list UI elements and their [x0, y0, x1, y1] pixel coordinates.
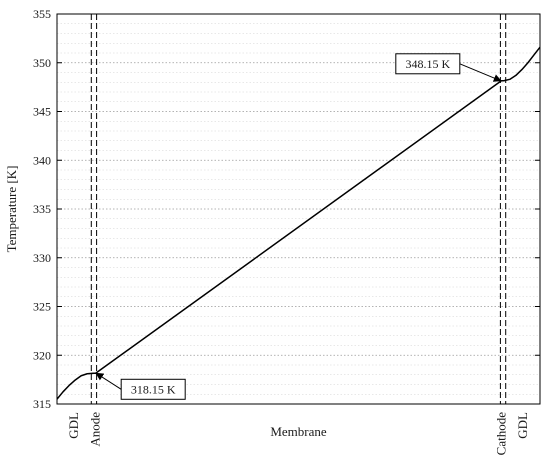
y-tick-label: 320: [33, 348, 51, 362]
annotations: 318.15 K 348.15 K: [95, 53, 502, 400]
y-tick-label: 340: [33, 153, 51, 167]
y-ticks: 315 320 325 330 335 340 345 350 355: [33, 7, 540, 411]
series: [56, 46, 541, 400]
region-label: GDL: [515, 412, 530, 439]
region-label: Membrane: [270, 424, 327, 439]
annotation-label: 348.15 K: [405, 57, 450, 71]
y-tick-label: 335: [33, 202, 51, 216]
y-tick-label: 315: [33, 397, 51, 411]
grid: [57, 23, 540, 395]
y-axis-label: Temperature [K]: [4, 166, 19, 253]
annotation-arrow: [95, 372, 122, 390]
y-tick-label: 350: [33, 56, 51, 70]
y-tick-label: 330: [33, 251, 51, 265]
region-label: Anode: [88, 412, 103, 447]
annotation-arrow: [459, 63, 502, 82]
region-label: Cathode: [493, 412, 508, 456]
region-labels: GDL Anode Membrane Cathode GDL: [66, 412, 530, 456]
y-tick-label: 345: [33, 105, 51, 119]
temperature-series-line: [56, 46, 541, 400]
annotation-label: 318.15 K: [131, 382, 176, 396]
y-tick-label: 325: [33, 300, 51, 314]
y-tick-label: 355: [33, 7, 51, 21]
region-label: GDL: [66, 412, 81, 439]
